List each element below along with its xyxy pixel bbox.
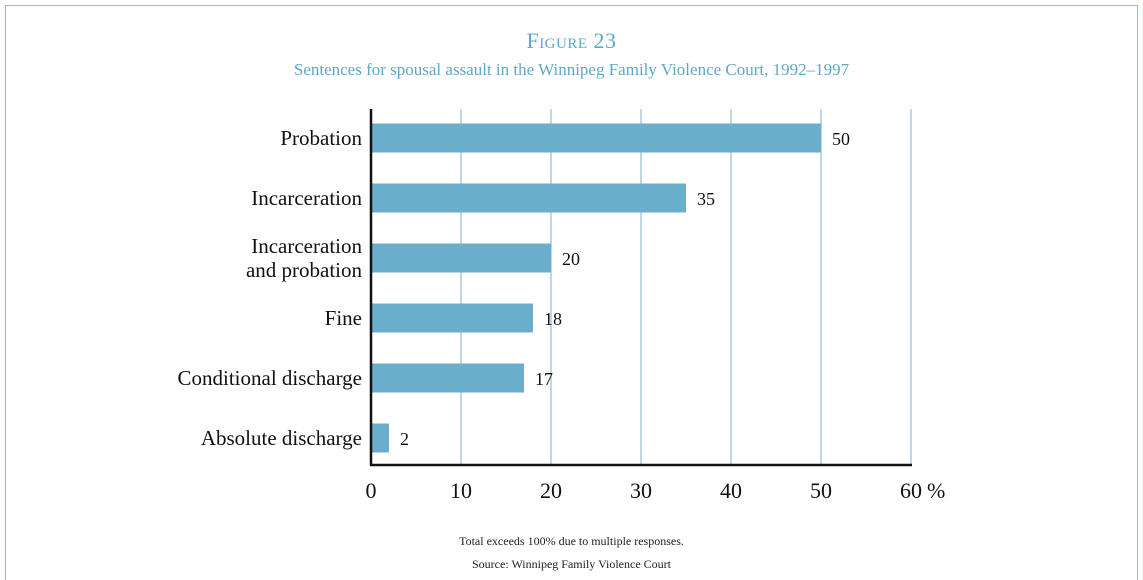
footnote: Total exceeds 100% due to multiple respo… <box>459 534 684 548</box>
value-label: 20 <box>562 249 580 269</box>
bar <box>371 423 389 453</box>
category-label: Fine <box>325 306 362 330</box>
x-tick-label: 0 <box>366 478 377 503</box>
category-label-line: Incarceration <box>251 234 362 258</box>
value-label: 35 <box>697 189 715 209</box>
figure-title: Sentences for spousal assault in the Win… <box>293 60 850 79</box>
x-tick-label: 30 <box>630 478 652 503</box>
value-label: 18 <box>544 309 562 329</box>
figure-number: Figure 23 <box>526 28 617 53</box>
category-label-line: Incarceration <box>251 186 362 210</box>
category-label: Incarceration and probation <box>246 234 363 282</box>
x-tick-label: 10 <box>450 478 472 503</box>
source-note: Source: Winnipeg Family Violence Court <box>472 557 671 571</box>
category-label: Conditional discharge <box>178 366 363 390</box>
category-label-line: Fine <box>325 306 362 330</box>
category-label: Probation <box>280 126 362 150</box>
bar <box>371 363 524 393</box>
x-tick-label: 60 <box>900 478 922 503</box>
value-label: 2 <box>400 429 409 449</box>
value-label: 17 <box>535 369 553 389</box>
x-unit-label: % <box>927 478 945 503</box>
category-label-line: Absolute discharge <box>201 426 362 450</box>
category-label: Absolute discharge <box>201 426 362 450</box>
category-label: Incarceration <box>251 186 362 210</box>
x-tick-label: 50 <box>810 478 832 503</box>
bar <box>371 303 533 333</box>
category-label-line: and probation <box>246 258 363 282</box>
value-label: 50 <box>832 129 850 149</box>
x-tick-label: 40 <box>720 478 742 503</box>
figure-frame <box>5 5 1138 580</box>
category-label-line: Probation <box>280 126 362 150</box>
bar <box>371 243 551 273</box>
bar <box>371 183 686 213</box>
bar <box>371 123 821 153</box>
x-tick-label: 20 <box>540 478 562 503</box>
category-label-line: Conditional discharge <box>178 366 363 390</box>
